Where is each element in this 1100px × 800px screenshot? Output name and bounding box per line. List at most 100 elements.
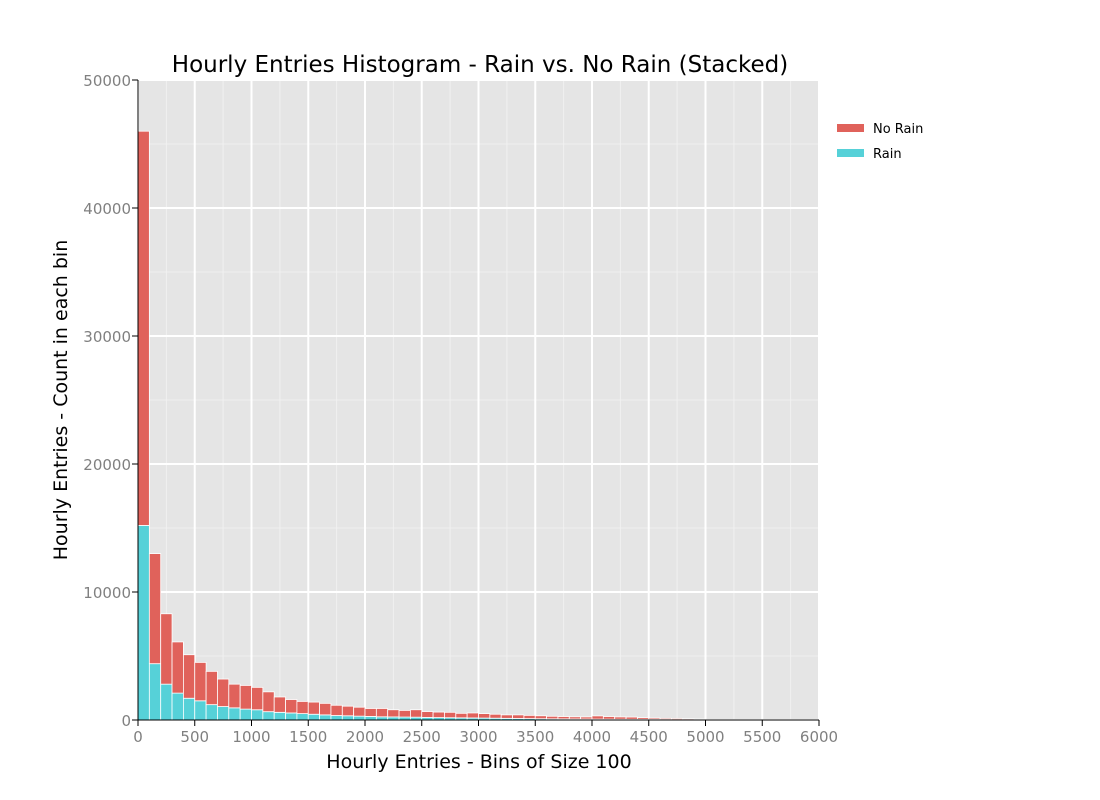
bar-no-rain — [466, 712, 479, 719]
legend-swatch-rain — [837, 149, 864, 157]
bar-no-rain — [500, 714, 513, 719]
bar-rain — [160, 683, 173, 721]
bar-no-rain — [489, 713, 502, 719]
bar-rain — [182, 697, 196, 721]
bar-rain — [262, 711, 275, 721]
bar-no-rain — [273, 696, 286, 713]
bar-no-rain — [137, 130, 150, 526]
x-tick-label: 3500 — [516, 728, 554, 746]
major-gridlines — [137, 79, 820, 721]
bar-no-rain — [296, 701, 309, 715]
bar-no-rain — [591, 715, 604, 720]
bar-rain — [148, 663, 162, 721]
chart-title: Hourly Entries Histogram - Rain vs. No R… — [172, 52, 788, 78]
bar-no-rain — [523, 714, 536, 719]
y-tick-label: 30000 — [83, 328, 131, 346]
y-axis-label: Hourly Entries - Count in each bin — [50, 240, 72, 561]
bar-no-rain — [455, 712, 468, 719]
bar-no-rain — [546, 715, 559, 720]
bar-no-rain — [568, 716, 582, 720]
bar-no-rain — [330, 704, 343, 716]
bar-rain — [194, 700, 207, 721]
legend-swatch-no-rain — [837, 124, 864, 132]
bar-no-rain — [251, 686, 264, 711]
x-tick-label: 2000 — [346, 728, 384, 746]
bar-no-rain — [319, 702, 332, 716]
bar-no-rain — [375, 708, 389, 718]
x-tick-label: 4000 — [573, 728, 611, 746]
bar-no-rain — [398, 710, 411, 718]
x-tick-label: 1000 — [232, 728, 270, 746]
bar-no-rain — [409, 709, 423, 718]
y-tick-label: 20000 — [83, 456, 131, 474]
bar-rain — [171, 692, 184, 721]
bar-no-rain — [625, 716, 638, 720]
bar-no-rain — [387, 709, 400, 718]
bar-rain — [228, 707, 241, 721]
y-tick-label: 40000 — [83, 200, 131, 218]
bar-no-rain — [239, 685, 252, 710]
bar-no-rain — [285, 699, 298, 714]
bar-no-rain — [534, 715, 547, 720]
bar-rain — [251, 709, 264, 721]
x-tick-label: 5000 — [686, 728, 724, 746]
bar-rain — [285, 712, 298, 721]
bar-no-rain — [194, 662, 207, 702]
legend-label-no-rain: No Rain — [873, 122, 923, 137]
bar-rain — [239, 708, 252, 721]
legend-label-rain: Rain — [873, 147, 902, 162]
x-tick-label: 3000 — [459, 728, 497, 746]
histogram-bars — [137, 130, 706, 721]
bar-no-rain — [648, 717, 661, 720]
x-tick-label: 2500 — [403, 728, 441, 746]
y-axis-ticks: 0 10000 20000 30000 40000 50000 — [83, 72, 138, 730]
bar-no-rain — [228, 683, 241, 709]
bar-no-rain — [557, 716, 570, 720]
bar-no-rain — [307, 701, 321, 715]
bar-no-rain — [171, 641, 184, 694]
bar-no-rain — [432, 711, 445, 718]
bar-rain — [341, 715, 355, 721]
bar-no-rain — [478, 713, 491, 719]
x-axis-ticks: 0 500 1000 1500 2000 2500 3000 3500 4000 4500 5000… — [133, 720, 838, 746]
x-tick-label: 0 — [133, 728, 143, 746]
bar-no-rain — [262, 691, 275, 713]
x-tick-label: 500 — [180, 728, 209, 746]
bar-no-rain — [148, 553, 162, 665]
bar-no-rain — [160, 613, 173, 685]
bar-no-rain — [614, 716, 627, 720]
x-tick-label: 1500 — [289, 728, 327, 746]
bar-no-rain — [205, 670, 218, 706]
y-tick-label: 0 — [121, 712, 131, 730]
x-tick-label: 5500 — [743, 728, 781, 746]
bar-no-rain — [512, 714, 525, 719]
bar-no-rain — [444, 711, 457, 719]
bar-no-rain — [182, 654, 196, 699]
bar-no-rain — [671, 718, 684, 720]
bar-no-rain — [217, 678, 230, 707]
bar-rain — [307, 713, 321, 721]
bar-rain — [364, 716, 377, 721]
bar-rain — [330, 715, 343, 721]
bar-no-rain — [659, 717, 672, 720]
bar-rain — [217, 706, 230, 721]
legend: No Rain Rain — [837, 122, 923, 162]
bar-no-rain — [682, 718, 695, 721]
bar-rain — [205, 704, 218, 721]
bar-rain — [137, 525, 150, 721]
x-axis-label: Hourly Entries - Bins of Size 100 — [326, 751, 631, 773]
bar-rain — [319, 714, 332, 721]
bar-no-rain — [341, 705, 355, 717]
bar-no-rain — [637, 717, 650, 720]
bar-rain — [353, 715, 366, 721]
x-tick-label: 6000 — [800, 728, 838, 746]
y-tick-label: 50000 — [83, 72, 131, 90]
x-tick-label: 4500 — [630, 728, 668, 746]
bar-no-rain — [353, 706, 366, 717]
bar-no-rain — [421, 711, 434, 718]
bar-rain — [296, 713, 309, 721]
y-tick-label: 10000 — [83, 584, 131, 602]
bar-no-rain — [580, 716, 593, 720]
bar-no-rain — [602, 716, 616, 720]
